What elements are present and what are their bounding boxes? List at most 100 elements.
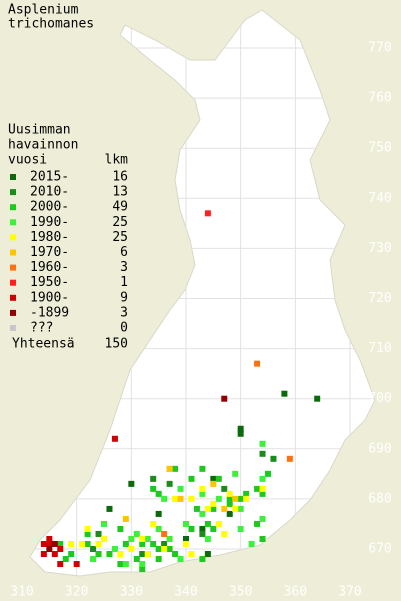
legend-count: 9: [120, 290, 128, 305]
observation-square: [259, 515, 266, 522]
observation-square: [177, 485, 184, 492]
observation-square: [210, 500, 217, 507]
observation-square: [117, 561, 124, 568]
observation-square: [73, 561, 80, 568]
legend-swatch: [10, 219, 16, 226]
observation-square: [161, 530, 168, 537]
total-count: 150: [105, 337, 128, 352]
observation-square: [210, 525, 217, 532]
observation-square: [172, 465, 179, 472]
y-tick-label: 740: [368, 191, 391, 206]
observation-square: [155, 525, 162, 532]
legend-label: 1980-: [30, 230, 69, 245]
observation-square: [254, 485, 261, 492]
legend-count: 25: [112, 215, 128, 230]
legend-heading: havainnon: [8, 138, 78, 153]
observation-square: [248, 540, 255, 547]
observation-square: [155, 556, 162, 563]
observation-square: [254, 360, 261, 367]
legend-count: 3: [120, 260, 128, 275]
observation-square: [199, 525, 206, 532]
y-tick-label: 720: [368, 291, 391, 306]
observation-square: [215, 520, 222, 527]
observation-square: [62, 556, 69, 563]
legend-count: 3: [120, 305, 128, 320]
observation-square: [259, 450, 266, 457]
observation-square: [84, 525, 91, 532]
observation-square: [204, 535, 211, 542]
legend-swatch: [10, 309, 16, 316]
legend-swatch: [10, 294, 16, 301]
observation-square: [106, 551, 113, 558]
observation-square: [51, 540, 58, 547]
observation-square: [150, 475, 157, 482]
x-tick-label: 360: [284, 585, 307, 600]
observation-square: [188, 475, 195, 482]
observation-square: [57, 540, 64, 547]
observation-square: [122, 561, 129, 568]
observation-square: [204, 505, 211, 512]
observation-square: [161, 546, 168, 552]
observation-square: [204, 520, 211, 527]
observation-square: [106, 505, 113, 512]
legend-swatch: [10, 189, 16, 196]
legend-swatch: [10, 264, 16, 271]
observation-square: [210, 505, 217, 512]
observation-square: [199, 556, 206, 563]
legend-count: 0: [120, 321, 128, 336]
observation-square: [259, 440, 266, 447]
y-tick-label: 680: [368, 491, 391, 506]
legend-label: 1990-: [30, 215, 69, 230]
observation-square: [139, 535, 146, 542]
observation-square: [150, 540, 157, 547]
legend-count: 16: [112, 170, 128, 185]
observation-square: [68, 551, 75, 558]
x-tick-label: 310: [10, 585, 33, 600]
observation-square: [243, 495, 250, 502]
observation-square: [166, 480, 173, 487]
legend-count: 25: [112, 230, 128, 245]
legend-label: 1970-: [30, 245, 69, 260]
x-tick-label: 370: [338, 585, 361, 600]
observation-square: [111, 546, 118, 552]
observations: [40, 210, 321, 573]
observation-square: [183, 520, 189, 527]
legend-label: 2010-: [30, 185, 69, 200]
legend-label: 1900-: [30, 290, 69, 305]
observation-square: [237, 505, 244, 512]
legend-count: 6: [120, 245, 128, 260]
legend-label: ???: [30, 321, 53, 336]
legend-label: 2000-: [30, 200, 69, 215]
legend-swatch: [10, 234, 16, 241]
observation-square: [270, 455, 277, 462]
observation-square: [188, 525, 195, 532]
legend-label: 2015-: [30, 170, 69, 185]
y-tick-label: 710: [368, 341, 391, 356]
observation-square: [84, 540, 91, 547]
observation-square: [243, 490, 250, 497]
observation-square: [95, 540, 102, 547]
y-tick-label: 760: [368, 91, 391, 106]
legend-swatch: [10, 204, 16, 211]
observation-square: [128, 535, 135, 542]
observation-square: [265, 470, 271, 477]
observation-square: [122, 540, 129, 547]
x-tick-label: 340: [174, 585, 197, 600]
legend-swatch: [10, 174, 16, 180]
observation-square: [117, 551, 124, 558]
observation-square: [155, 546, 162, 552]
observation-square: [210, 475, 217, 482]
observation-square: [150, 485, 157, 492]
observation-square: [183, 535, 189, 542]
observation-square: [188, 551, 195, 558]
legend-swatch: [10, 325, 16, 331]
y-tick-label: 730: [368, 241, 391, 256]
y-tick-label: 770: [368, 41, 391, 56]
observation-square: [232, 505, 239, 512]
observation-square: [221, 395, 228, 402]
observation-square: [128, 480, 135, 487]
observation-square: [51, 551, 58, 558]
legend-heading: vuosi: [8, 153, 47, 168]
x-tick-label: 330: [120, 585, 143, 600]
